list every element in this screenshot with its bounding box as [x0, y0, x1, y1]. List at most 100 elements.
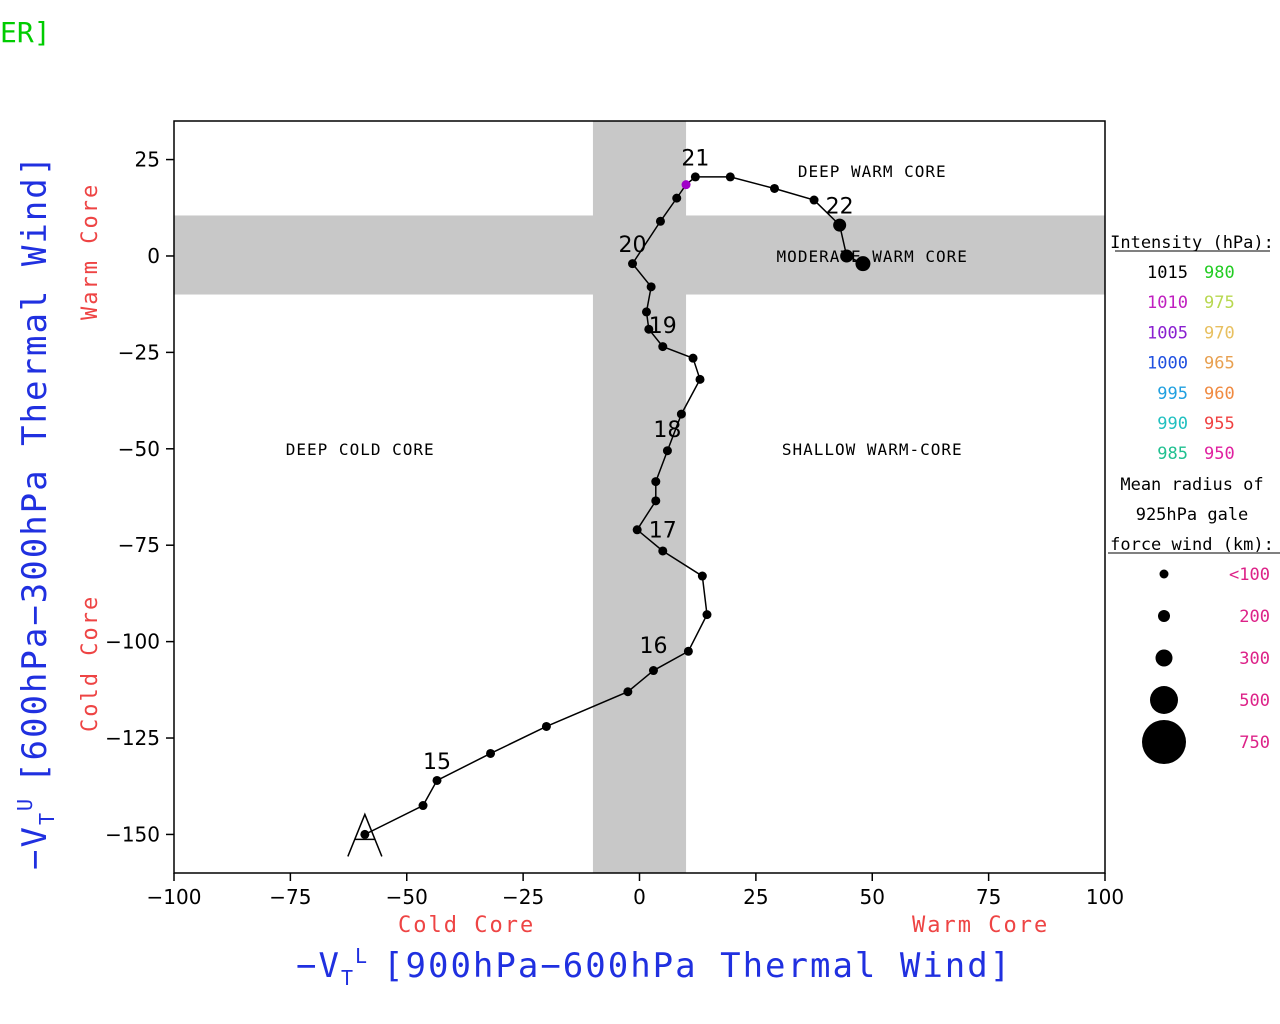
x-tick-label: 75 [976, 885, 1001, 909]
corner-label: ER] [0, 16, 51, 49]
legend-radius-label: 750 [1239, 733, 1270, 753]
day-label: 19 [649, 314, 677, 339]
legend-intensity-right: 955 [1204, 414, 1235, 434]
x-tick-label: 50 [860, 885, 885, 909]
track-point [662, 446, 672, 456]
track-point [658, 546, 668, 556]
legend-radius-dot [1159, 569, 1169, 579]
legend-intensity-right: 975 [1204, 293, 1235, 313]
track-point [648, 666, 658, 676]
track-point [672, 193, 682, 203]
legend: Intensity (hPa): 1015 980 1010 975 1005 970 100… [1108, 233, 1280, 764]
horizontal-neutral-band [174, 215, 1105, 295]
legend-intensity-right: 965 [1204, 354, 1235, 374]
legend-intensity-left: 985 [1157, 444, 1188, 464]
track-point [432, 775, 442, 785]
track-point [646, 282, 656, 292]
track-point [486, 748, 496, 758]
x-cold-core-label: Cold Core [398, 913, 535, 938]
track-point [623, 687, 633, 697]
start-marker-glyph [347, 812, 383, 857]
x-tick-label: −25 [502, 885, 544, 909]
y-tick-label: 0 [147, 244, 160, 268]
legend-radius-dot [1155, 649, 1173, 667]
legend-intensity-right: 950 [1204, 444, 1235, 464]
track-point [702, 610, 712, 620]
region-labels: DEEP WARM CORE MODERATE WARM CORE DEEP COL… [286, 162, 968, 459]
track-point [541, 721, 551, 731]
legend-radius-title: force wind (km): [1110, 535, 1274, 555]
legend-intensity-left: 1010 [1147, 293, 1188, 313]
track-point [840, 249, 854, 263]
track-point [676, 409, 686, 419]
track-point [833, 218, 847, 232]
track-point [655, 216, 665, 226]
track-point [418, 801, 428, 811]
y-tick-label: −75 [118, 533, 160, 557]
y-tick-label: −25 [118, 340, 160, 364]
track-point [690, 172, 700, 182]
y-tick-label: −150 [105, 822, 160, 846]
track-point [688, 353, 698, 363]
track-point [658, 342, 668, 352]
x-axis-ticks: −100 −75 −50 −25 0 25 50 75 100 [147, 873, 1124, 909]
legend-radius-dot [1142, 720, 1186, 764]
legend-intensity-left: 1005 [1147, 323, 1188, 343]
track-point [855, 256, 871, 272]
track-point [769, 183, 779, 193]
region-label: DEEP COLD CORE [286, 440, 435, 459]
y-cold-core-label: Cold Core [78, 595, 103, 732]
region-label: DEEP WARM CORE [798, 162, 947, 181]
y-tick-label: −125 [105, 726, 160, 750]
y-axis-ticks: 25 0 −25 −50 −75 −100 −125 −150 [105, 148, 174, 846]
day-label: 20 [619, 233, 647, 258]
y-tick-label: −100 [105, 630, 160, 654]
legend-radius-label: 500 [1239, 691, 1270, 711]
day-label: 15 [423, 750, 451, 775]
legend-intensity-left: 990 [1157, 414, 1188, 434]
track-point [641, 307, 651, 317]
legend-radius-label: <100 [1229, 565, 1270, 585]
legend-intensity-left: 1000 [1147, 354, 1188, 374]
legend-radius-title: Mean radius of [1120, 475, 1263, 495]
day-labels: 15 16 17 18 19 20 21 22 [423, 146, 854, 775]
legend-intensity-right: 970 [1204, 323, 1235, 343]
track-point [725, 172, 735, 182]
x-warm-core-label: Warm Core [912, 913, 1049, 938]
track-point [644, 324, 654, 334]
day-label: 18 [653, 418, 681, 443]
legend-intensity-right: 980 [1204, 263, 1235, 283]
neutral-bands [174, 121, 1105, 873]
legend-radius-dot [1158, 610, 1170, 622]
x-tick-label: 25 [743, 885, 768, 909]
region-label: SHALLOW WARM-CORE [782, 440, 963, 459]
legend-intensity-title: Intensity (hPa): [1110, 233, 1274, 253]
track-point [695, 374, 705, 384]
day-label: 17 [649, 518, 677, 543]
legend-intensity-left: 995 [1157, 384, 1188, 404]
region-label: MODERATE WARM CORE [777, 247, 968, 266]
track-point [681, 180, 691, 190]
legend-radius-label: 300 [1239, 649, 1270, 669]
x-tick-label: 0 [633, 885, 646, 909]
x-tick-label: −100 [147, 885, 202, 909]
legend-intensity-left: 1015 [1147, 263, 1188, 283]
y-axis-title: −VTU[600hPa−300hPa Thermal Wind] [13, 154, 59, 870]
legend-radius-label: 200 [1239, 607, 1270, 627]
cyclone-track [360, 172, 871, 839]
y-tick-label: 25 [135, 148, 160, 172]
day-label: 21 [681, 146, 709, 171]
track-point [809, 195, 819, 205]
legend-radius-dot [1150, 686, 1178, 714]
start-marker: A [347, 812, 383, 857]
legend-radius-title: 925hPa gale [1136, 505, 1249, 525]
y-tick-label: −50 [118, 437, 160, 461]
track-point [651, 477, 661, 487]
track-point [628, 259, 638, 269]
day-label: 22 [826, 195, 854, 220]
day-label: 16 [639, 634, 667, 659]
track-point [360, 829, 370, 839]
track-point [632, 525, 642, 535]
legend-intensity-right: 960 [1204, 384, 1235, 404]
